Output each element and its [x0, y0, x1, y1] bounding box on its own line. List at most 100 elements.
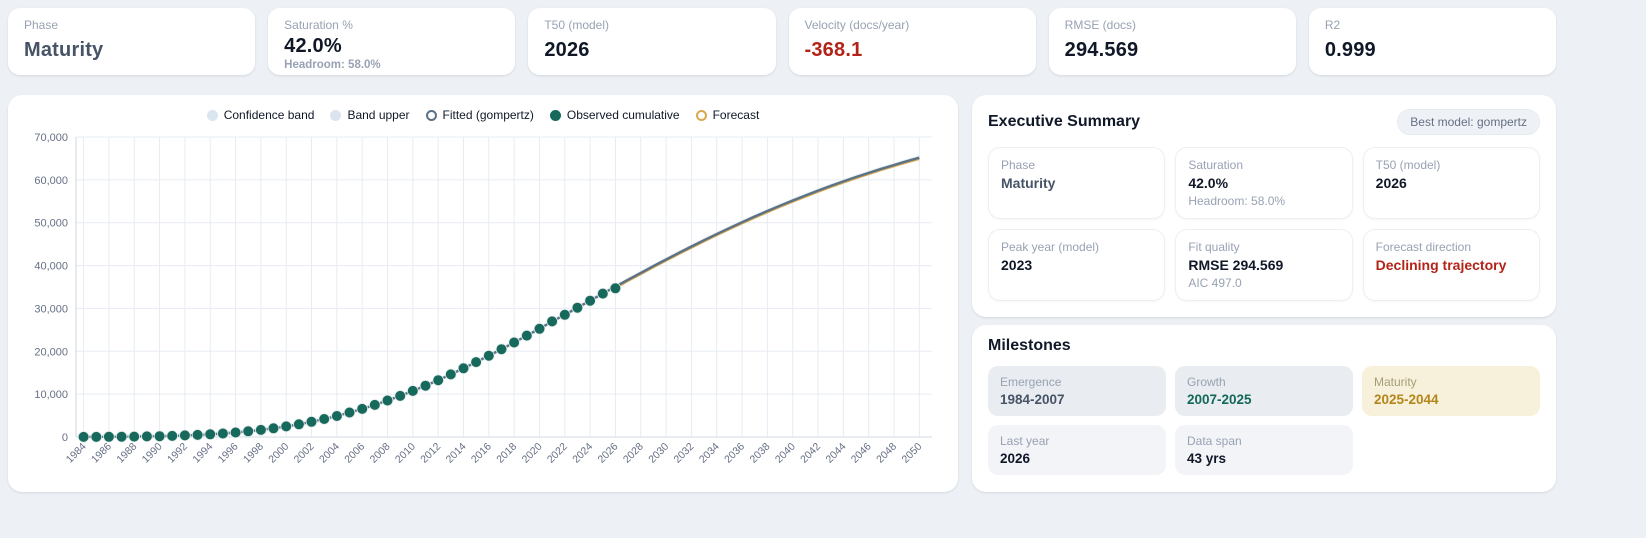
kpi-value-velocity: -368.1: [804, 39, 863, 61]
svg-text:2040: 2040: [773, 441, 798, 466]
svg-text:2046: 2046: [849, 441, 874, 466]
legend-item-forecast[interactable]: Forecast: [695, 108, 760, 122]
milestone-value-emergence: 1984-2007: [1000, 392, 1065, 407]
legend-swatch-icon: [330, 109, 342, 121]
legend-item-band-upper[interactable]: Band upper: [330, 108, 410, 122]
exec-card-t50: T50 (model) 2026: [1362, 147, 1540, 219]
exec-label-phase: Phase: [1001, 158, 1036, 172]
milestone-label-emergence: Emergence: [1000, 375, 1062, 389]
svg-text:2048: 2048: [874, 441, 899, 466]
kpi-value-phase: Maturity: [24, 39, 104, 61]
kpi-card-r2: R2 0.999: [1308, 8, 1556, 75]
exec-sub-headroom: Headroom: 58.0%: [1188, 194, 1286, 208]
svg-text:50,000: 50,000: [34, 218, 68, 230]
svg-text:2036: 2036: [722, 441, 747, 466]
kpi-label-phase: Phase: [24, 18, 59, 32]
svg-text:2038: 2038: [748, 441, 773, 466]
svg-text:2024: 2024: [570, 441, 595, 466]
exec-value-saturation: 42.0%: [1188, 175, 1229, 191]
svg-text:2016: 2016: [469, 441, 494, 466]
milestones-title: Milestones: [988, 337, 1071, 354]
kpi-card-t50: T50 (model) 2026: [528, 8, 776, 75]
chart-panel: Confidence band Band upper Fitted (gompert…: [8, 95, 958, 492]
svg-text:2008: 2008: [368, 441, 393, 466]
legend-item-observed-cumulative[interactable]: Observed cumulative: [549, 108, 680, 122]
svg-text:2020: 2020: [520, 441, 545, 466]
legend-label: Forecast: [712, 108, 760, 122]
exec-sub-aic: AIC 497.0: [1188, 276, 1242, 290]
kpi-value-rmse: 294.569: [1064, 39, 1139, 61]
executive-summary-header: Executive Summary Best model: gompertz: [988, 109, 1540, 135]
svg-text:1996: 1996: [216, 441, 241, 466]
svg-text:0: 0: [62, 432, 68, 444]
svg-text:1994: 1994: [190, 441, 215, 466]
exec-label-t50: T50 (model): [1375, 158, 1441, 172]
exec-card-forecast-direction: Forecast direction Declining trajectory: [1362, 229, 1540, 301]
dashboard: Phase Maturity Saturation % 42.0% Headro…: [8, 8, 1556, 492]
exec-card-saturation: Saturation 42.0% Headroom: 58.0%: [1175, 147, 1353, 219]
legend-item-fitted-gompertz-[interactable]: Fitted (gompertz): [425, 108, 534, 122]
svg-text:2022: 2022: [545, 441, 570, 466]
svg-text:2010: 2010: [393, 441, 418, 466]
exec-label-peak-year: Peak year (model): [1001, 240, 1100, 254]
svg-text:20,000: 20,000: [34, 346, 68, 358]
milestone-value-growth: 2007-2025: [1187, 392, 1252, 407]
exec-card-fit-quality: Fit quality RMSE 294.569 AIC 497.0: [1175, 229, 1353, 301]
exec-card-peak-year: Peak year (model) 2023: [988, 229, 1166, 301]
legend-label: Observed cumulative: [566, 108, 680, 122]
svg-text:2012: 2012: [418, 441, 443, 466]
best-model-badge: Best model: gompertz: [1397, 109, 1540, 135]
milestone-value-data-span: 43 yrs: [1187, 451, 1227, 466]
milestone-label-growth: Growth: [1187, 375, 1226, 389]
milestone-value-last-year: 2026: [1000, 451, 1031, 466]
svg-text:30,000: 30,000: [34, 303, 68, 315]
svg-text:1988: 1988: [114, 441, 139, 466]
kpi-card-saturation: Saturation % 42.0% Headroom: 58.0%: [268, 8, 516, 75]
milestones-panel: Milestones Emergence 1984-2007 Growth 20…: [972, 325, 1556, 492]
svg-text:2044: 2044: [823, 441, 848, 466]
svg-text:1992: 1992: [165, 441, 190, 466]
executive-summary-title: Executive Summary: [988, 113, 1141, 130]
kpi-row: Phase Maturity Saturation % 42.0% Headro…: [8, 8, 1556, 75]
legend-label: Fitted (gompertz): [442, 108, 534, 122]
exec-card-phase: Phase Maturity: [988, 147, 1166, 219]
milestone-card-growth: Growth 2007-2025: [1175, 366, 1353, 416]
exec-value-forecast-direction: Declining trajectory: [1375, 257, 1507, 273]
kpi-value-saturation: 42.0%: [284, 35, 342, 57]
exec-value-peak-year: 2023: [1001, 257, 1033, 273]
svg-text:1998: 1998: [241, 441, 266, 466]
legend-label: Band upper: [347, 108, 410, 122]
milestone-card-maturity: Maturity 2025-2044: [1362, 366, 1540, 416]
milestone-card-data-span: Data span 43 yrs: [1175, 425, 1353, 475]
milestone-card-last-year: Last year 2026: [988, 425, 1166, 475]
exec-value-phase: Maturity: [1001, 175, 1056, 191]
chart-legend: Confidence band Band upper Fitted (gompert…: [20, 103, 946, 127]
legend-swatch-icon: [695, 109, 707, 121]
milestone-label-last-year: Last year: [1000, 434, 1050, 448]
kpi-label-rmse: RMSE (docs): [1064, 18, 1136, 32]
milestones-grid: Emergence 1984-2007 Growth 2007-2025 Mat…: [988, 366, 1540, 475]
svg-text:2000: 2000: [266, 441, 291, 466]
legend-label: Confidence band: [223, 108, 315, 122]
right-column: Executive Summary Best model: gompertz P…: [972, 95, 1556, 492]
svg-text:1990: 1990: [140, 441, 165, 466]
milestone-label-data-span: Data span: [1187, 434, 1242, 448]
exec-value-rmse: RMSE 294.569: [1188, 257, 1284, 273]
svg-text:2004: 2004: [317, 441, 342, 466]
kpi-label-saturation: Saturation %: [284, 18, 353, 32]
kpi-sub-headroom: Headroom: 58.0%: [284, 59, 381, 71]
legend-swatch-icon: [425, 109, 437, 121]
milestone-value-maturity: 2025-2044: [1374, 392, 1439, 407]
svg-text:2006: 2006: [342, 441, 367, 466]
exec-value-t50: 2026: [1375, 175, 1407, 191]
kpi-card-rmse: RMSE (docs) 294.569: [1048, 8, 1296, 75]
adoption-curve-chart[interactable]: 0 10,000 20,000 30,000 40,000 50,000 60,000 70,…: [20, 127, 944, 483]
kpi-label-velocity: Velocity (docs/year): [804, 18, 910, 32]
legend-item-confidence-band[interactable]: Confidence band: [206, 108, 315, 122]
milestone-label-maturity: Maturity: [1374, 375, 1417, 389]
svg-text:2002: 2002: [292, 441, 317, 466]
exec-label-saturation: Saturation: [1188, 158, 1244, 172]
svg-text:2034: 2034: [697, 441, 722, 466]
svg-text:1984: 1984: [64, 441, 89, 466]
kpi-card-phase: Phase Maturity: [8, 8, 256, 75]
